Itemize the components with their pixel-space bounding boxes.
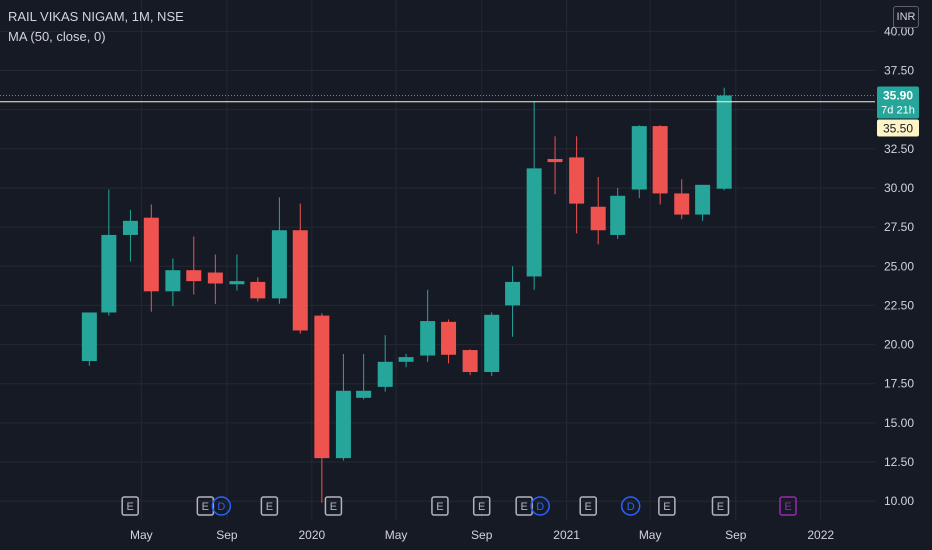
earnings-marker-label: E — [266, 501, 273, 513]
earnings-marker — [658, 496, 676, 516]
y-tick-label: 27.50 — [884, 220, 914, 234]
dividend-marker — [530, 496, 550, 516]
earnings-marker — [196, 496, 215, 516]
y-tick-label: 25.00 — [884, 259, 914, 273]
candle-body — [314, 315, 330, 459]
y-tick-label: 32.50 — [884, 142, 914, 156]
dividend-marker — [211, 496, 232, 516]
last-price-label: 35.90 — [883, 89, 913, 103]
x-tick-label: May — [385, 528, 408, 542]
candle-body — [81, 312, 97, 362]
price-lines: 35.90 7d 21h 35.50 — [0, 86, 919, 137]
candle-body — [420, 321, 436, 356]
earnings-marker-label: E — [126, 501, 133, 513]
grid-lines — [0, 0, 875, 520]
earnings-marker-label: E — [330, 501, 337, 513]
earnings-marker — [779, 496, 797, 516]
ma-price-label: 35.50 — [883, 122, 913, 136]
x-tick-label: 2020 — [299, 528, 326, 542]
x-tick-label: 2021 — [553, 528, 580, 542]
chart-title: RAIL VIKAS NIGAM, 1M, NSE — [8, 9, 184, 24]
candle-body — [165, 270, 181, 292]
candle-body — [398, 357, 414, 362]
dividend-marker-label: D — [627, 501, 635, 513]
candle-body — [186, 270, 202, 282]
candle-body — [356, 390, 372, 398]
earnings-marker — [324, 496, 343, 516]
candle-body — [631, 126, 647, 190]
candle-body — [526, 168, 542, 277]
candle-body — [484, 314, 500, 372]
candle-body — [674, 193, 690, 215]
candle-body — [101, 234, 117, 313]
candle-body — [610, 195, 626, 235]
y-tick-label: 37.50 — [884, 63, 914, 77]
candle-body — [207, 272, 223, 284]
candle-body — [143, 217, 159, 292]
y-tick-label: 10.00 — [884, 494, 914, 508]
candle-body — [716, 95, 732, 189]
earnings-marker — [431, 496, 449, 516]
earnings-marker — [472, 496, 491, 516]
candle-body — [547, 158, 563, 163]
earnings-marker-label: E — [478, 501, 485, 513]
candle-body — [569, 157, 585, 204]
candle-body — [335, 390, 351, 459]
x-tick-label: May — [130, 528, 153, 542]
earnings-marker — [579, 496, 597, 516]
dividend-marker — [620, 496, 641, 516]
candle-body — [590, 206, 606, 231]
candle-body — [505, 281, 521, 306]
y-tick-label: 20.00 — [884, 338, 914, 352]
y-tick-label: 17.50 — [884, 377, 914, 391]
earnings-marker-label: E — [520, 501, 527, 513]
candle-body — [695, 184, 711, 215]
earnings-marker — [515, 496, 533, 516]
x-tick-label: Sep — [725, 528, 747, 542]
candle-body — [652, 126, 668, 194]
countdown-label: 7d 21h — [881, 105, 915, 117]
y-tick-label: 30.00 — [884, 181, 914, 195]
x-tick-label: Sep — [471, 528, 493, 542]
candle-body — [377, 361, 393, 387]
candle-body — [250, 281, 266, 299]
candle-body — [462, 350, 478, 372]
dividend-marker-label: D — [536, 501, 544, 513]
y-tick-label: 22.50 — [884, 298, 914, 312]
x-tick-label: 2022 — [807, 528, 834, 542]
candle-body — [229, 281, 245, 285]
earnings-marker-label: E — [663, 501, 670, 513]
earnings-marker-label: E — [202, 501, 209, 513]
x-axis: May Sep 2020 May Sep 2021 May Sep 2022 — [130, 528, 834, 542]
earnings-marker-label: E — [436, 501, 443, 513]
candlestick-series — [81, 87, 732, 503]
earnings-marker-label: E — [717, 501, 724, 513]
candle-body — [441, 321, 457, 355]
dividend-marker-label: D — [217, 501, 225, 513]
x-tick-label: May — [639, 528, 662, 542]
earnings-marker — [711, 496, 730, 516]
y-tick-label: 15.00 — [884, 416, 914, 430]
indicator-legend: MA (50, close, 0) — [8, 29, 106, 44]
earnings-marker — [121, 496, 139, 516]
last-price-tag — [877, 86, 919, 119]
candle-body — [271, 230, 287, 299]
currency-button[interactable]: INR — [893, 6, 919, 28]
candle-body — [122, 220, 138, 235]
ma-price-tag — [877, 119, 919, 137]
earnings-marker-label: E — [784, 501, 791, 513]
y-tick-label: 12.50 — [884, 455, 914, 469]
x-tick-label: Sep — [216, 528, 238, 542]
candle-body — [292, 230, 308, 331]
earnings-marker — [260, 496, 279, 516]
earnings-marker-label: E — [585, 501, 592, 513]
